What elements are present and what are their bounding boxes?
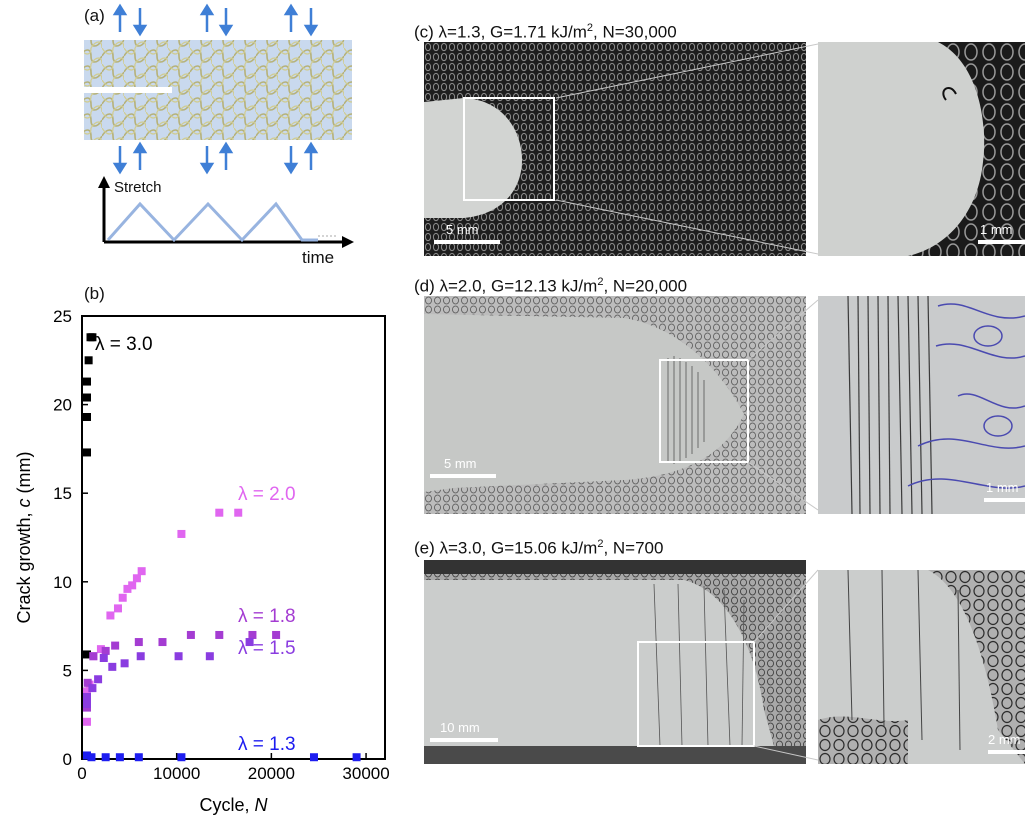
panel-e-zoom-scale-bar: 2 mm: [988, 732, 1021, 747]
x-tick-label: 0: [77, 764, 86, 783]
data-point: [88, 684, 97, 693]
panel-e-scale-bar: 10 mm: [440, 720, 480, 735]
top-arrows: [112, 3, 319, 37]
y-tick-label: 20: [53, 396, 72, 415]
data-point: [115, 753, 124, 762]
data-point: [83, 448, 91, 457]
data-point: [245, 638, 254, 647]
data-point: [94, 675, 103, 684]
data-point: [132, 574, 141, 583]
panel-c-label: (c) λ=1.3, G=1.71 kJ/m2, N=30,000: [414, 22, 677, 42]
panel-c-micrograph: 5 mm: [424, 42, 806, 256]
data-point: [205, 652, 214, 661]
y-tick-label: 10: [53, 573, 72, 592]
series-label: λ = 1.3: [238, 734, 296, 755]
data-point: [136, 652, 145, 661]
data-point: [177, 529, 186, 538]
data-point: [174, 652, 183, 661]
data-point: [88, 333, 97, 342]
data-point: [234, 508, 243, 517]
panel-d-zoom-scale-bar: 1 mm: [986, 480, 1019, 495]
panel-c-zoom-scale-bar: 1 mm: [980, 222, 1013, 237]
x-tick-label: 10000: [153, 764, 200, 783]
data-point: [83, 687, 91, 696]
data-point: [83, 751, 91, 760]
panel-e-label: (e) λ=3.0, G=15.06 kJ/m2, N=700: [414, 538, 664, 558]
series-label: λ = 1.8: [238, 606, 296, 627]
y-tick-label: 15: [53, 484, 72, 503]
data-point: [101, 646, 110, 655]
data-point: [83, 377, 91, 386]
data-point: [134, 753, 143, 762]
data-point: [186, 630, 195, 639]
x-tick-label: 20000: [248, 764, 295, 783]
panel-c-zoom: 1 mm: [818, 42, 1025, 256]
data-point: [89, 652, 98, 661]
data-point: [83, 413, 91, 422]
data-point: [83, 393, 91, 402]
data-point: [123, 584, 132, 593]
panel-d-label: (d) λ=2.0, G=12.13 kJ/m2, N=20,000: [414, 276, 688, 296]
data-point: [158, 638, 167, 647]
data-point: [111, 641, 120, 650]
panel-c-scale-bar: 5 mm: [446, 222, 479, 237]
data-point: [177, 753, 186, 762]
series-label: λ = 1.5: [238, 638, 296, 659]
data-point: [128, 581, 137, 590]
data-point: [134, 638, 143, 647]
panel-e-zoom: 2 mm: [818, 570, 1025, 764]
axis-ticks: 0 10000 20000 30000 0 5 10 15 20 25: [53, 307, 390, 783]
crack-growth-chart: 0 10000 20000 30000 0 5 10 15 20 25 λ = 3.0 λ = 2.…: [14, 307, 390, 815]
data-point: [215, 630, 224, 639]
data-point: [99, 653, 108, 662]
data-point: [83, 717, 91, 726]
panel-d-zoom-lines: [748, 299, 818, 511]
data-point: [118, 593, 127, 602]
time-label: time: [302, 248, 335, 267]
data-point: [272, 630, 281, 639]
y-tick-label: 0: [63, 750, 72, 769]
stretch-label: Stretch: [114, 179, 162, 196]
data-point: [215, 508, 224, 517]
panel-b-label: (b): [84, 284, 105, 303]
data-point: [84, 356, 93, 365]
series-labels: λ = 3.0 λ = 2.0 λ = 1.8 λ = 1.5 λ = 1.3: [95, 334, 296, 755]
plot-frame: [81, 315, 386, 760]
panel-d-zoom: 1 mm: [818, 296, 1025, 514]
data-point: [96, 645, 105, 654]
panel-c-zoom-lines: [556, 43, 818, 255]
data-points: [83, 333, 361, 762]
data-point: [248, 630, 257, 639]
panel-a-schematic: [84, 3, 354, 248]
panel-e-micrograph: 10 mm: [424, 560, 806, 764]
data-point: [101, 753, 110, 762]
panel-d-micrograph: 5 mm: [424, 296, 806, 514]
plot-border: [81, 315, 386, 760]
series-label: λ = 3.0: [95, 334, 153, 355]
data-point: [113, 604, 122, 613]
x-axis-label: Cycle, N: [199, 795, 268, 815]
data-point: [83, 700, 91, 709]
y-tick-label: 25: [53, 307, 72, 326]
y-axis-label: Crack growth, c (mm): [14, 451, 34, 623]
panel-e-zoom-lines: [754, 569, 818, 761]
data-point: [83, 650, 91, 659]
data-point: [106, 611, 115, 620]
data-point: [83, 678, 92, 687]
panel-d-scale-bar: 5 mm: [444, 456, 477, 471]
bottom-arrows: [112, 141, 319, 175]
data-point: [87, 753, 96, 762]
data-point: [309, 753, 318, 762]
x-tick-label: 30000: [342, 764, 389, 783]
y-tick-label: 5: [63, 661, 72, 680]
data-point: [137, 567, 146, 576]
panel-a-label: (a): [84, 6, 105, 25]
data-point: [108, 662, 117, 671]
series-label: λ = 2.0: [238, 484, 296, 505]
stretch-time-axes: [98, 176, 354, 248]
data-point: [120, 659, 129, 668]
data-point: [83, 692, 91, 701]
data-point: [352, 753, 361, 762]
